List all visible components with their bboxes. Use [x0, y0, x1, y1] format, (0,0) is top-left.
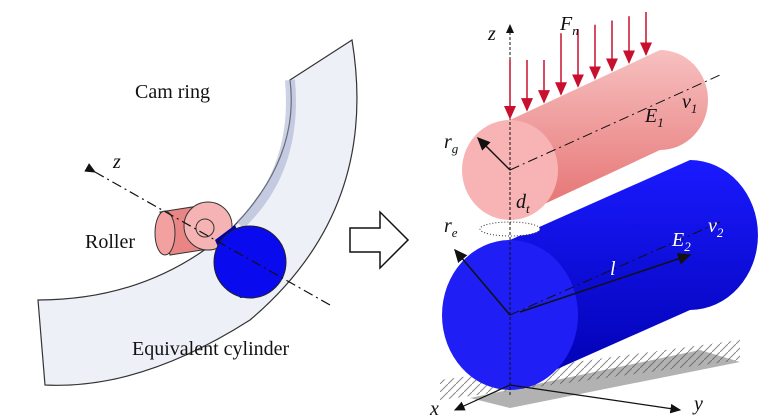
length-label: l: [610, 258, 616, 280]
z-label: z: [487, 23, 496, 45]
roller-label: Roller: [85, 231, 135, 253]
symbol: r: [444, 131, 452, 153]
subscript: g: [452, 141, 459, 156]
subscript: 2: [684, 239, 691, 254]
x-label: x: [429, 398, 439, 418]
force-label: Fn: [559, 13, 579, 38]
symbol: ν: [682, 91, 691, 113]
radius-g-label: rg: [444, 131, 459, 156]
equivalent-cylinder: [214, 225, 286, 298]
subscript: 1: [657, 115, 664, 130]
equivalent-label: Equivalent cylinder: [132, 338, 290, 360]
y-label: y: [692, 393, 703, 415]
subscript: 2: [717, 225, 724, 240]
diagram: Cam ring z Roller Equivalent cylinder Fn…: [0, 0, 769, 418]
z-label: z: [112, 151, 121, 173]
symbol: E: [671, 229, 684, 251]
subscript: e: [452, 225, 458, 240]
symbol: ν: [708, 215, 717, 237]
symbol: F: [559, 13, 573, 35]
subscript: 1: [691, 101, 698, 116]
symbol: r: [444, 215, 452, 237]
subscript: t: [526, 201, 530, 216]
transition-arrow: [350, 212, 408, 268]
subscript: n: [572, 23, 579, 38]
symbol: E: [644, 105, 657, 127]
radius-e-label: re: [444, 215, 458, 240]
cam-ring-label: Cam ring: [135, 81, 210, 103]
